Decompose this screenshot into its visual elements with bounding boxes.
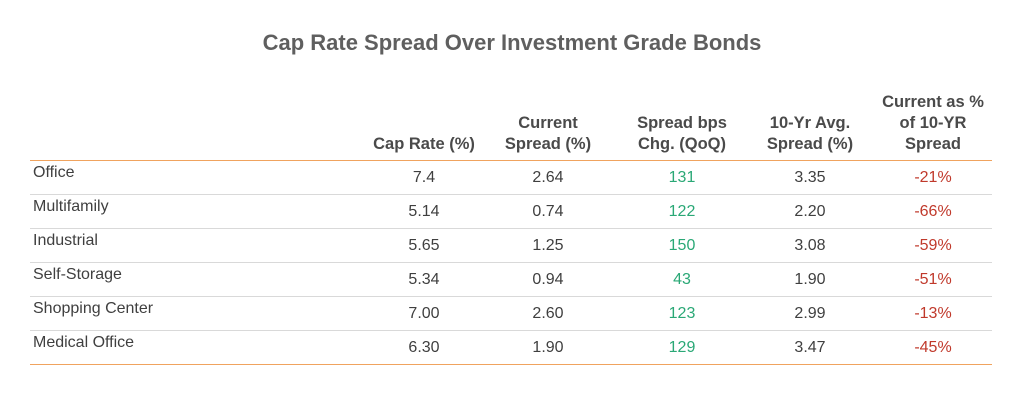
spread-change-cell: 43 — [618, 262, 746, 297]
spread-change-cell: 123 — [618, 296, 746, 331]
current-spread-cell: 1.90 — [478, 330, 618, 365]
pct-of-avg-cell: -13% — [874, 296, 992, 331]
row-label: Multifamily — [30, 194, 330, 229]
header-cap-rate: Cap Rate (%) — [330, 92, 478, 161]
row-label: Self-Storage — [30, 262, 330, 297]
spread-change-cell: 150 — [618, 228, 746, 263]
header-current-spread: Current Spread (%) — [478, 92, 618, 161]
row-label: Office — [30, 160, 330, 195]
row-label: Medical Office — [30, 330, 330, 365]
table-row: Medical Office 6.30 1.90 129 3.47 -45% — [30, 330, 992, 365]
ten-year-avg-cell: 1.90 — [746, 262, 874, 297]
header-row: Cap Rate (%) Current Spread (%) Spread b… — [30, 92, 992, 161]
header-spread-change: Spread bps Chg. (QoQ) — [618, 92, 746, 161]
chart-title: Cap Rate Spread Over Investment Grade Bo… — [262, 30, 762, 55]
header-current-pct-of-avg: Current as % of 10-YR Spread — [874, 92, 992, 161]
row-label: Shopping Center — [30, 296, 330, 331]
cap-rate-cell: 5.14 — [330, 194, 478, 229]
cap-rate-cell: 7.4 — [330, 160, 478, 195]
current-spread-cell: 1.25 — [478, 228, 618, 263]
table-row: Self-Storage 5.34 0.94 43 1.90 -51% — [30, 262, 992, 297]
pct-of-avg-cell: -45% — [874, 330, 992, 365]
cap-rate-cell: 6.30 — [330, 330, 478, 365]
header-ten-year-avg: 10-Yr Avg. Spread (%) — [746, 92, 874, 161]
table-row: Office 7.4 2.64 131 3.35 -21% — [30, 160, 992, 195]
ten-year-avg-cell: 2.99 — [746, 296, 874, 331]
current-spread-cell: 2.64 — [478, 160, 618, 195]
ten-year-avg-cell: 3.47 — [746, 330, 874, 365]
cap-rate-spread-table: Cap Rate (%) Current Spread (%) Spread b… — [30, 92, 992, 365]
spread-change-cell: 131 — [618, 160, 746, 195]
ten-year-avg-cell: 3.08 — [746, 228, 874, 263]
table-row: Multifamily 5.14 0.74 122 2.20 -66% — [30, 194, 992, 229]
ten-year-avg-cell: 2.20 — [746, 194, 874, 229]
pct-of-avg-cell: -21% — [874, 160, 992, 195]
spread-change-cell: 122 — [618, 194, 746, 229]
cap-rate-cell: 7.00 — [330, 296, 478, 331]
cap-rate-cell: 5.34 — [330, 262, 478, 297]
table-row: Industrial 5.65 1.25 150 3.08 -59% — [30, 228, 992, 263]
header-property-type — [30, 92, 330, 161]
pct-of-avg-cell: -51% — [874, 262, 992, 297]
spread-change-cell: 129 — [618, 330, 746, 365]
row-label: Industrial — [30, 228, 330, 263]
pct-of-avg-cell: -66% — [874, 194, 992, 229]
cap-rate-cell: 5.65 — [330, 228, 478, 263]
table-row: Shopping Center 7.00 2.60 123 2.99 -13% — [30, 296, 992, 331]
current-spread-cell: 0.94 — [478, 262, 618, 297]
current-spread-cell: 0.74 — [478, 194, 618, 229]
pct-of-avg-cell: -59% — [874, 228, 992, 263]
current-spread-cell: 2.60 — [478, 296, 618, 331]
ten-year-avg-cell: 3.35 — [746, 160, 874, 195]
